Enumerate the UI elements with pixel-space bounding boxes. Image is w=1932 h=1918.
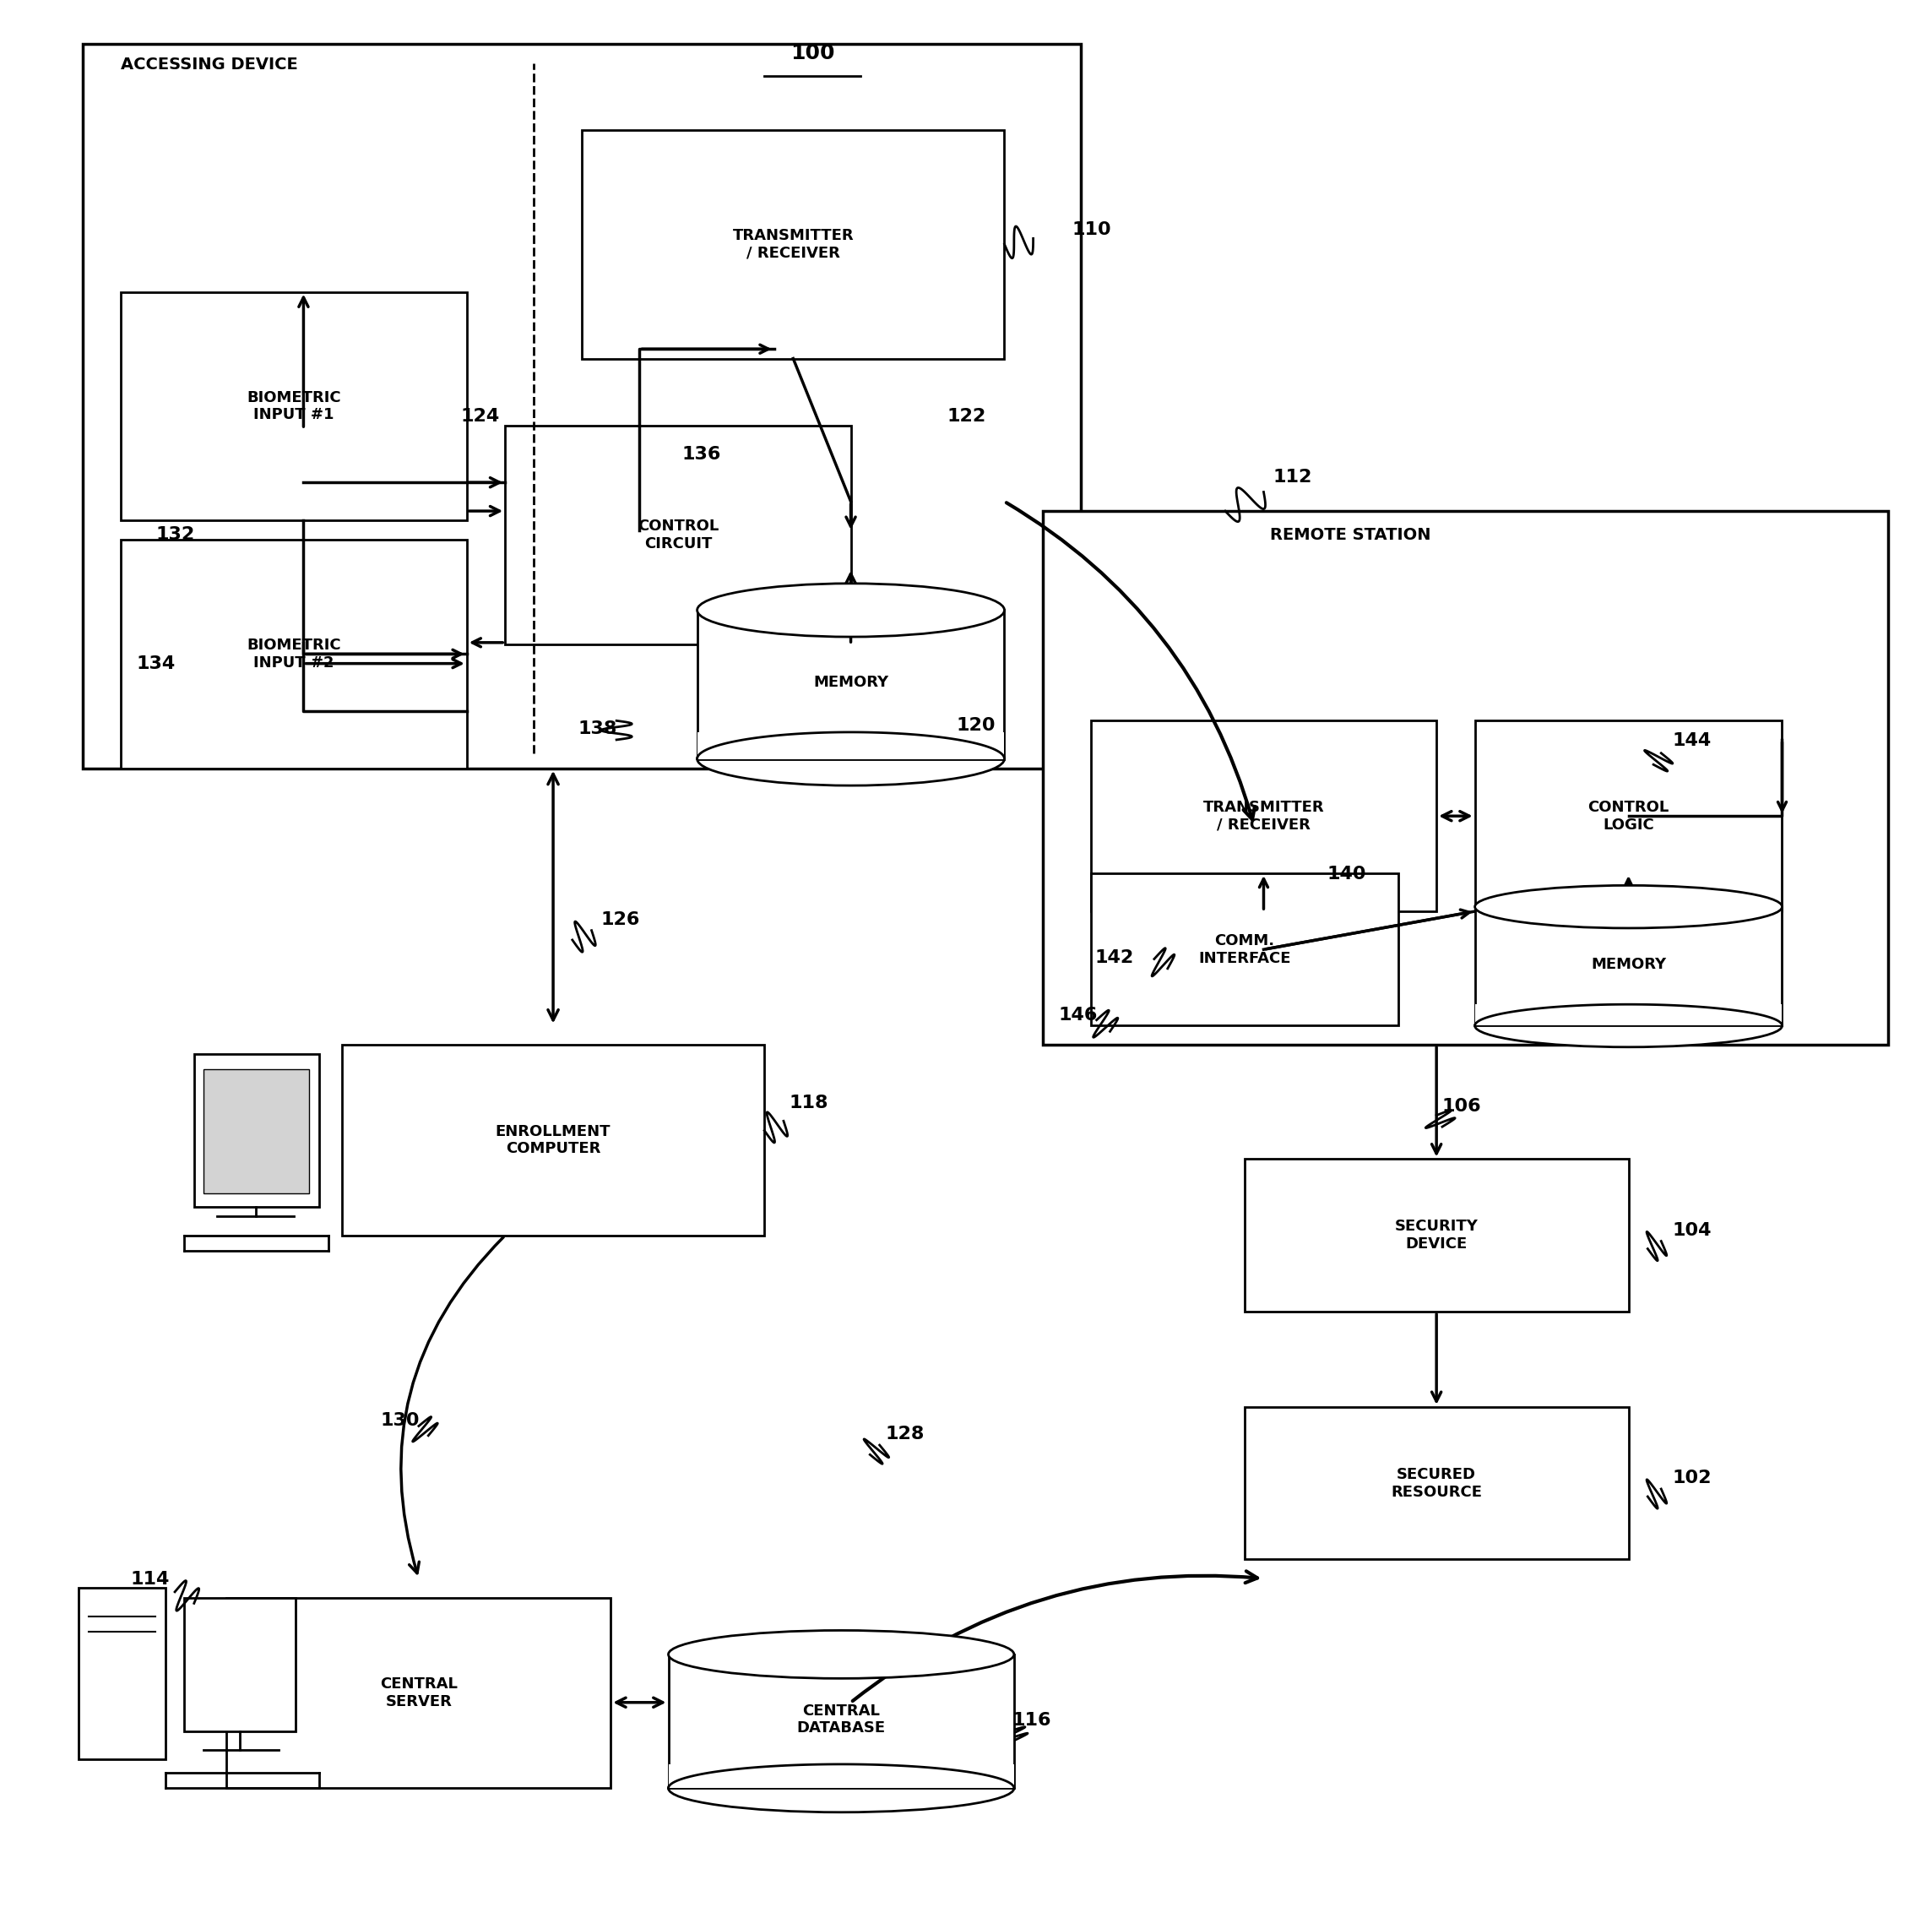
FancyBboxPatch shape — [226, 1598, 611, 1788]
Text: MEMORY: MEMORY — [813, 675, 889, 690]
Text: 136: 136 — [682, 447, 721, 462]
Text: 116: 116 — [1012, 1711, 1051, 1728]
FancyBboxPatch shape — [504, 426, 850, 644]
Text: REMOTE STATION: REMOTE STATION — [1269, 527, 1430, 543]
Text: MEMORY: MEMORY — [1590, 957, 1665, 972]
Bar — [697, 610, 1005, 760]
FancyBboxPatch shape — [122, 292, 468, 520]
Text: 140: 140 — [1327, 865, 1366, 882]
Text: ACCESSING DEVICE: ACCESSING DEVICE — [122, 56, 298, 73]
FancyBboxPatch shape — [79, 1588, 166, 1759]
Bar — [1474, 907, 1781, 1026]
FancyBboxPatch shape — [1474, 721, 1781, 911]
Text: CONTROL
LOGIC: CONTROL LOGIC — [1588, 800, 1669, 832]
Text: 114: 114 — [131, 1571, 170, 1588]
Text: COMM.
INTERFACE: COMM. INTERFACE — [1198, 932, 1291, 967]
Text: 118: 118 — [790, 1093, 829, 1111]
FancyBboxPatch shape — [1092, 721, 1437, 911]
Ellipse shape — [697, 583, 1005, 637]
Text: 124: 124 — [462, 409, 500, 424]
Bar — [668, 1765, 1014, 1788]
Ellipse shape — [668, 1765, 1014, 1813]
FancyBboxPatch shape — [582, 130, 1005, 359]
Text: 106: 106 — [1441, 1097, 1482, 1114]
Text: 146: 146 — [1059, 1007, 1097, 1024]
Text: 126: 126 — [601, 911, 639, 928]
Text: 128: 128 — [885, 1425, 925, 1442]
Text: 100: 100 — [790, 44, 835, 63]
Text: 144: 144 — [1673, 733, 1712, 748]
Text: 110: 110 — [1072, 221, 1111, 238]
Ellipse shape — [1474, 886, 1781, 928]
Text: 138: 138 — [578, 721, 616, 737]
FancyBboxPatch shape — [193, 1055, 319, 1206]
Text: 142: 142 — [1095, 949, 1134, 967]
Text: SECURED
RESOURCE: SECURED RESOURCE — [1391, 1467, 1482, 1500]
FancyBboxPatch shape — [1244, 1408, 1629, 1559]
Text: 120: 120 — [956, 717, 995, 733]
Bar — [1474, 1005, 1781, 1026]
Text: 130: 130 — [381, 1412, 419, 1429]
FancyBboxPatch shape — [83, 44, 1082, 769]
FancyBboxPatch shape — [203, 1070, 309, 1193]
Text: BIOMETRIC
INPUT #1: BIOMETRIC INPUT #1 — [247, 389, 342, 422]
FancyBboxPatch shape — [1092, 873, 1399, 1026]
Text: 102: 102 — [1673, 1469, 1712, 1486]
Text: 122: 122 — [947, 409, 985, 424]
Text: 132: 132 — [156, 526, 195, 543]
Bar — [697, 733, 1005, 760]
FancyBboxPatch shape — [1043, 510, 1888, 1045]
Text: CENTRAL
SERVER: CENTRAL SERVER — [381, 1676, 458, 1709]
Ellipse shape — [697, 733, 1005, 786]
Ellipse shape — [1474, 1005, 1781, 1047]
Text: 112: 112 — [1273, 468, 1312, 485]
FancyBboxPatch shape — [122, 539, 468, 769]
Text: BIOMETRIC
INPUT #2: BIOMETRIC INPUT #2 — [247, 637, 342, 671]
FancyBboxPatch shape — [184, 1598, 296, 1732]
FancyBboxPatch shape — [1244, 1158, 1629, 1312]
FancyBboxPatch shape — [342, 1045, 765, 1235]
Text: TRANSMITTER
/ RECEIVER: TRANSMITTER / RECEIVER — [732, 228, 854, 261]
Ellipse shape — [668, 1630, 1014, 1678]
Text: CONTROL
CIRCUIT: CONTROL CIRCUIT — [638, 518, 719, 550]
Text: 134: 134 — [137, 656, 176, 673]
Text: CENTRAL
DATABASE: CENTRAL DATABASE — [796, 1703, 885, 1736]
Text: ENROLLMENT
COMPUTER: ENROLLMENT COMPUTER — [495, 1124, 611, 1157]
Text: 104: 104 — [1673, 1222, 1712, 1239]
Bar — [668, 1655, 1014, 1788]
Text: SECURITY
DEVICE: SECURITY DEVICE — [1395, 1220, 1478, 1252]
Text: TRANSMITTER
/ RECEIVER: TRANSMITTER / RECEIVER — [1204, 800, 1323, 832]
